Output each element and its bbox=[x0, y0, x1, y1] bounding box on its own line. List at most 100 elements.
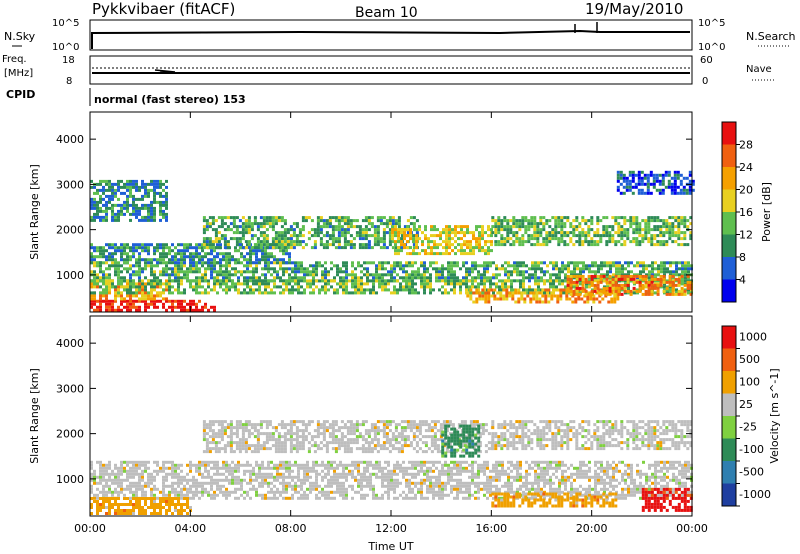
heatmap-cell bbox=[632, 286, 636, 290]
heatmap-cell bbox=[522, 261, 525, 265]
heatmap-cell bbox=[328, 237, 332, 241]
heatmap-cell bbox=[536, 243, 540, 247]
heatmap-cell bbox=[372, 490, 375, 494]
heatmap-cell bbox=[159, 206, 162, 210]
heatmap-cell bbox=[93, 270, 96, 274]
heatmap-cell bbox=[361, 243, 365, 247]
heatmap-cell bbox=[330, 279, 333, 283]
heatmap-cell bbox=[366, 261, 369, 265]
heatmap-cell bbox=[322, 243, 326, 247]
heatmap-cell bbox=[500, 240, 504, 244]
heatmap-cell bbox=[117, 218, 120, 222]
heatmap-cell bbox=[375, 291, 378, 295]
heatmap-cell bbox=[620, 237, 624, 241]
heatmap-cell bbox=[99, 264, 102, 268]
heatmap-cell bbox=[99, 267, 102, 271]
heatmap-cell bbox=[399, 493, 402, 497]
heatmap-cell bbox=[117, 475, 120, 479]
heatmap-cell bbox=[102, 478, 105, 482]
heatmap-cell bbox=[174, 475, 177, 479]
heatmap-cell bbox=[487, 291, 491, 295]
heatmap-cell bbox=[312, 291, 315, 295]
heatmap-cell bbox=[280, 237, 284, 241]
heatmap-cell bbox=[414, 270, 417, 274]
heatmap-cell bbox=[210, 273, 213, 277]
heatmap-cell bbox=[258, 472, 261, 476]
heatmap-cell bbox=[397, 234, 400, 238]
heatmap-cell bbox=[414, 466, 417, 470]
heatmap-cell bbox=[578, 277, 582, 281]
heatmap-cell bbox=[396, 478, 399, 482]
heatmap-cell bbox=[205, 246, 209, 250]
heatmap-cell bbox=[201, 493, 204, 497]
heatmap-cell bbox=[286, 240, 290, 244]
heatmap-cell bbox=[333, 288, 336, 292]
heatmap-cell bbox=[165, 261, 168, 265]
heatmap-cell bbox=[561, 282, 564, 286]
heatmap-cell bbox=[499, 291, 503, 295]
heatmap-cell bbox=[495, 285, 498, 289]
heatmap-cell bbox=[138, 264, 141, 268]
heatmap-cell bbox=[409, 231, 412, 235]
heatmap-cell bbox=[605, 234, 609, 238]
heatmap-cell bbox=[303, 496, 306, 500]
heatmap-cell bbox=[273, 496, 276, 500]
heatmap-cell bbox=[277, 234, 281, 238]
heatmap-cell bbox=[186, 490, 189, 494]
heatmap-cell bbox=[252, 279, 255, 283]
heatmap-cell bbox=[435, 276, 438, 280]
heatmap-cell bbox=[300, 267, 303, 271]
heatmap-cell bbox=[96, 206, 99, 210]
heatmap-cell bbox=[638, 231, 642, 235]
heatmap-cell bbox=[225, 267, 228, 271]
heatmap-cell bbox=[168, 246, 171, 250]
heatmap-cell bbox=[373, 237, 377, 241]
heatmap-cell bbox=[519, 279, 522, 283]
heatmap-cell bbox=[213, 472, 216, 476]
heatmap-cell bbox=[360, 270, 363, 274]
heatmap-cell bbox=[529, 291, 533, 295]
heatmap-cell bbox=[448, 237, 451, 241]
heatmap-cell bbox=[349, 243, 353, 247]
heatmap-cell bbox=[144, 191, 147, 195]
heatmap-cell bbox=[222, 279, 225, 283]
heatmap-cell bbox=[177, 463, 180, 467]
heatmap-cell bbox=[255, 255, 258, 259]
heatmap-cell bbox=[478, 294, 482, 298]
heatmap-cell bbox=[530, 234, 534, 238]
heatmap-cell bbox=[141, 294, 144, 298]
heatmap-cell bbox=[436, 252, 439, 256]
heatmap-cell bbox=[394, 249, 397, 253]
heatmap-cell bbox=[648, 279, 651, 283]
heatmap-cell bbox=[96, 475, 99, 479]
heatmap-cell bbox=[279, 472, 282, 476]
heatmap-cell bbox=[201, 460, 204, 464]
heatmap-cell bbox=[617, 277, 621, 281]
heatmap-cell bbox=[262, 234, 266, 238]
heatmap-cell bbox=[369, 484, 372, 488]
heatmap-cell bbox=[333, 475, 336, 479]
heatmap-cell bbox=[628, 179, 632, 183]
heatmap-cell bbox=[626, 237, 630, 241]
heatmap-cell bbox=[674, 231, 678, 235]
heatmap-cell bbox=[542, 243, 546, 247]
heatmap-cell bbox=[393, 279, 396, 283]
heatmap-cell bbox=[202, 237, 206, 241]
heatmap-cell bbox=[285, 267, 288, 271]
heatmap-cell bbox=[684, 276, 687, 280]
heatmap-cell bbox=[231, 258, 234, 262]
heatmap-cell bbox=[99, 270, 102, 274]
heatmap-cell bbox=[677, 231, 681, 235]
heatmap-cell bbox=[202, 231, 206, 235]
heatmap-cell bbox=[255, 460, 258, 464]
heatmap-cell bbox=[327, 496, 330, 500]
heatmap-cell bbox=[192, 252, 195, 256]
heatmap-cell bbox=[399, 261, 402, 265]
heatmap-cell bbox=[285, 484, 288, 488]
heatmap-cell bbox=[135, 299, 138, 303]
heatmap-cell bbox=[210, 466, 213, 470]
heatmap-cell bbox=[556, 294, 560, 298]
heatmap-cell bbox=[123, 243, 126, 247]
heatmap-cell bbox=[642, 264, 645, 268]
heatmap-cell bbox=[414, 276, 417, 280]
